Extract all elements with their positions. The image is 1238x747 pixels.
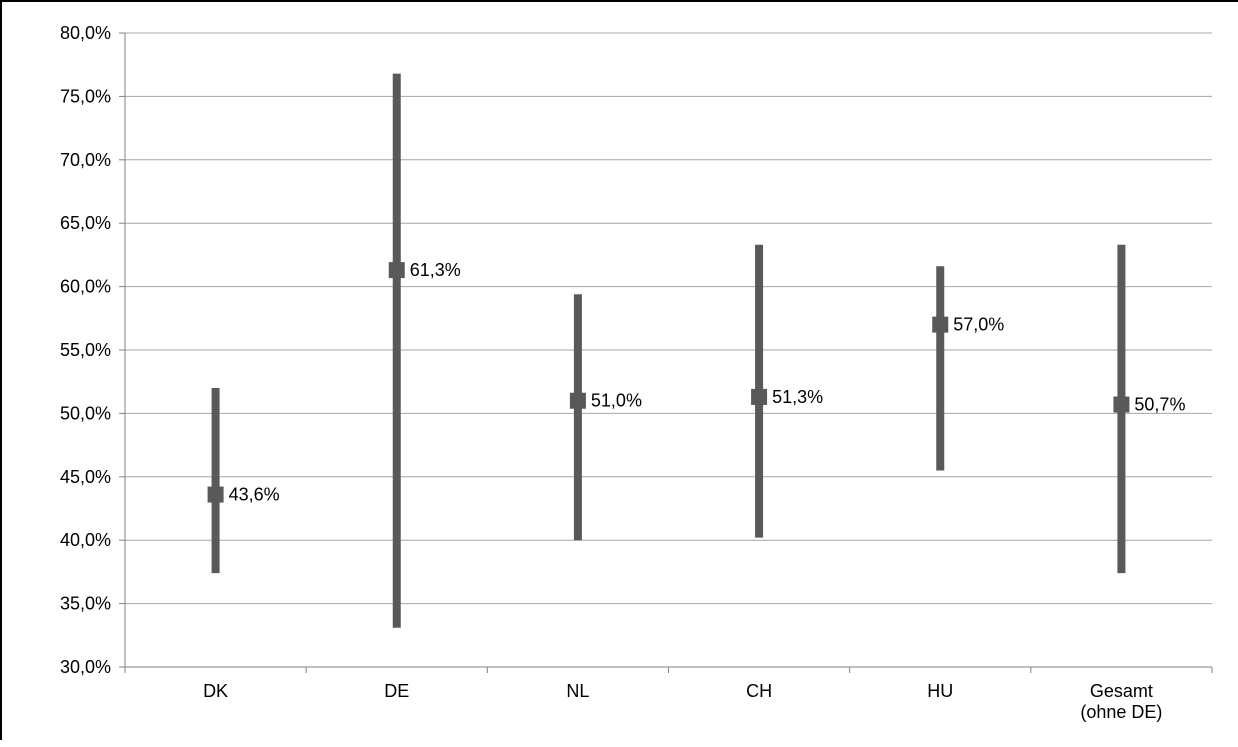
x-category-label: CH	[746, 681, 772, 701]
data-point-marker	[569, 392, 586, 409]
x-axis-tick-labels: DK DE NL CH HU Gesamt(ohne DE)	[203, 681, 1162, 722]
data-point-marker	[932, 316, 949, 333]
data-label: 51,3%	[772, 387, 823, 407]
y-tick-label: 80,0%	[60, 23, 111, 43]
x-category-label: Gesamt	[1090, 681, 1153, 701]
data-point-marker	[207, 486, 224, 503]
y-tick-label: 30,0%	[60, 657, 111, 677]
data-point-marker	[388, 262, 405, 279]
data-point-marker	[1113, 396, 1130, 413]
data-marks	[207, 73, 1130, 628]
x-category-label: DE	[384, 681, 409, 701]
data-label: 51,0%	[591, 391, 642, 411]
y-tick-label: 70,0%	[60, 150, 111, 170]
gridlines	[125, 32, 1212, 605]
y-tick-label: 35,0%	[60, 594, 111, 614]
x-category-label: HU	[927, 681, 953, 701]
axes	[119, 32, 1213, 673]
y-tick-label: 45,0%	[60, 467, 111, 487]
data-label: 61,3%	[410, 260, 461, 280]
y-tick-label: 50,0%	[60, 403, 111, 423]
data-label: 50,7%	[1134, 395, 1185, 415]
y-tick-label: 60,0%	[60, 277, 111, 297]
y-tick-label: 65,0%	[60, 213, 111, 233]
data-label: 43,6%	[229, 485, 280, 505]
y-tick-label: 75,0%	[60, 86, 111, 106]
y-axis-tick-labels: 30,0% 35,0% 40,0% 45,0% 50,0% 55,0% 60,0% 65,0%…	[60, 23, 111, 677]
x-category-label: DK	[203, 681, 228, 701]
y-tick-label: 55,0%	[60, 340, 111, 360]
data-label: 57,0%	[953, 315, 1004, 335]
y-tick-label: 40,0%	[60, 530, 111, 550]
x-category-label: (ohne DE)	[1080, 702, 1162, 722]
data-point-marker	[751, 388, 768, 405]
data-labels: 43,6% 61,3% 51,0% 51,3% 57,0% 50,7%	[229, 260, 1186, 504]
x-category-label: NL	[566, 681, 589, 701]
